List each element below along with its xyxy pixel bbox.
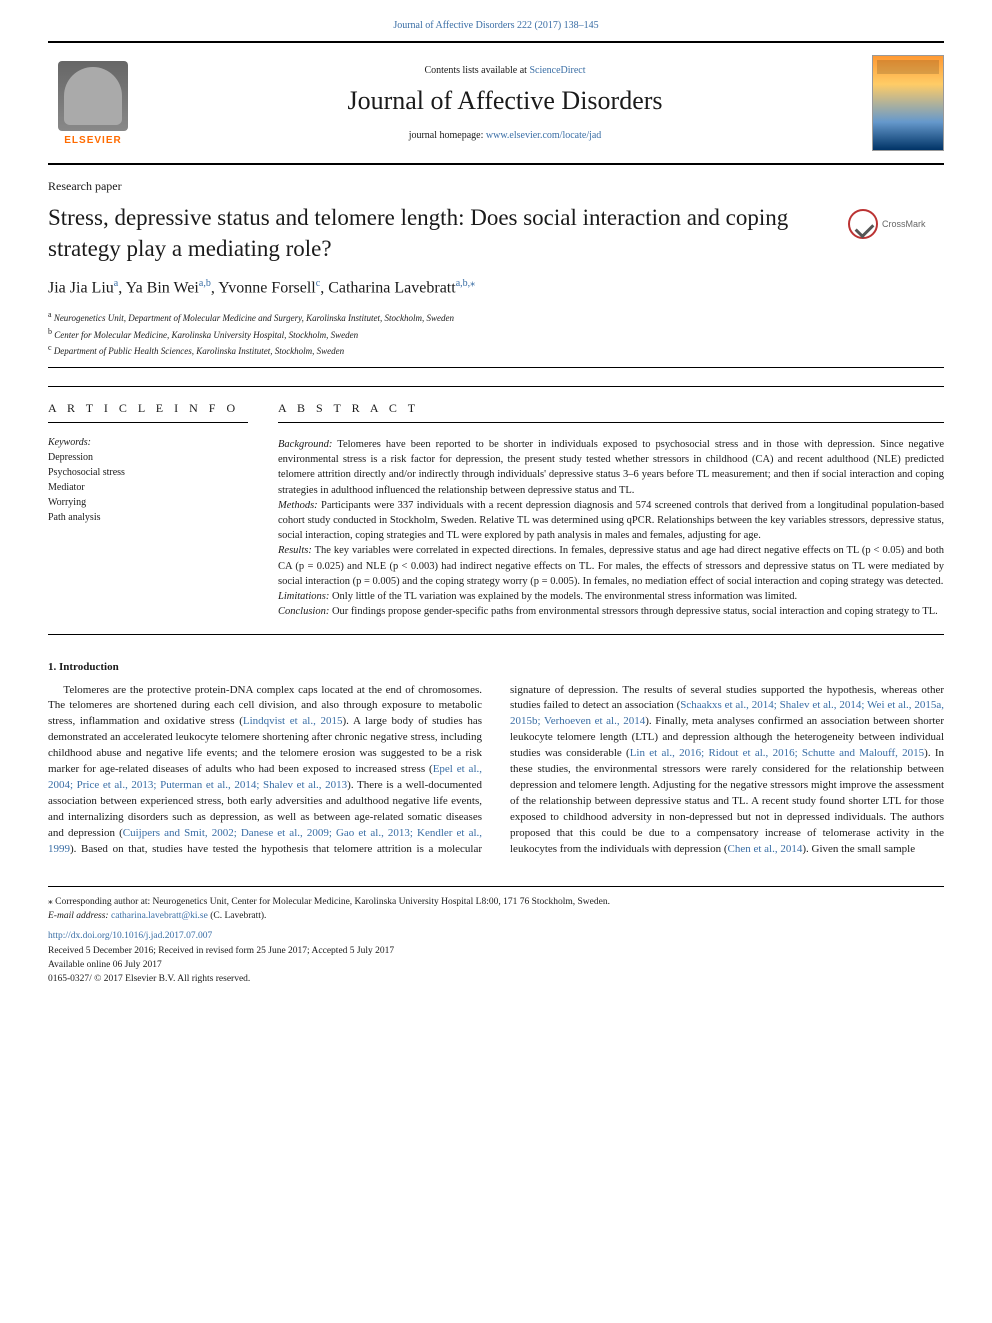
corr-text: Corresponding author at: Neurogenetics U… — [53, 897, 610, 907]
corr-mark: ⁎ — [470, 278, 475, 289]
divider — [48, 367, 944, 368]
abs-background-label: Background: — [278, 439, 332, 450]
abs-conclusion: Our findings propose gender-specific pat… — [329, 606, 937, 617]
header-center: Contents lists available at ScienceDirec… — [138, 65, 872, 141]
email-line: E-mail address: catharina.lavebratt@ki.s… — [48, 909, 944, 923]
author-4-aff: a,b,⁎ — [456, 278, 475, 289]
journal-name: Journal of Affective Disorders — [138, 86, 872, 116]
sciencedirect-link[interactable]: ScienceDirect — [529, 65, 585, 76]
abs-results-label: Results: — [278, 545, 312, 556]
body-paragraph: Telomeres are the protective protein-DNA… — [48, 683, 944, 858]
author-3: , Yvonne Forsell — [211, 279, 316, 296]
keywords-label: Keywords: — [48, 437, 248, 448]
email-label: E-mail address: — [48, 911, 111, 921]
page-header-citation: Journal of Affective Disorders 222 (2017… — [48, 20, 944, 31]
crossmark-label: CrossMark — [882, 219, 926, 229]
paper-title: Stress, depressive status and telomere l… — [48, 202, 848, 264]
body-text: ). Based on that, — [70, 843, 152, 855]
keywords-list: Depression Psychosocial stress Mediator … — [48, 450, 248, 525]
title-row: Stress, depressive status and telomere l… — [48, 202, 944, 264]
crossmark-badge[interactable]: CrossMark — [848, 202, 944, 246]
body-columns: Telomeres are the protective protein-DNA… — [48, 683, 944, 858]
affiliation-b: Center for Molecular Medicine, Karolinsk… — [54, 330, 358, 340]
citation-link[interactable]: Lindqvist et al., 2015 — [243, 715, 343, 727]
elsevier-logo: ELSEVIER — [48, 53, 138, 153]
paper-type: Research paper — [48, 179, 944, 194]
abs-methods-label: Methods: — [278, 500, 318, 511]
author-2-aff: a,b — [199, 278, 211, 289]
author-1: Jia Jia Liu — [48, 279, 114, 296]
author-4: , Catharina Lavebratt — [320, 279, 456, 296]
section-1-heading: 1. Introduction — [48, 661, 944, 673]
affiliation-a: Neurogenetics Unit, Department of Molecu… — [54, 313, 454, 323]
email-suffix: (C. Lavebratt). — [208, 911, 267, 921]
journal-homepage-line: journal homepage: www.elsevier.com/locat… — [138, 130, 872, 141]
abs-results: The key variables were correlated in exp… — [278, 545, 944, 586]
journal-header: ELSEVIER Contents lists available at Sci… — [48, 41, 944, 165]
affiliation-c: Department of Public Health Sciences, Ka… — [54, 346, 344, 356]
abs-conclusion-label: Conclusion: — [278, 606, 329, 617]
email-link[interactable]: catharina.lavebratt@ki.se — [111, 911, 208, 921]
body-text: ). Given the small sample — [802, 843, 915, 855]
info-abstract-row: A R T I C L E I N F O Keywords: Depressi… — [48, 386, 944, 635]
abs-methods: Participants were 337 individuals with a… — [278, 500, 944, 541]
homepage-prefix: journal homepage: — [409, 130, 486, 141]
elsevier-tree-icon — [58, 61, 128, 131]
authors-line: Jia Jia Liua, Ya Bin Weia,b, Yvonne Fors… — [48, 278, 944, 297]
abs-limitations: Only little of the TL variation was expl… — [329, 591, 797, 602]
abstract-heading: A B S T R A C T — [278, 401, 944, 423]
doi-link[interactable]: http://dx.doi.org/10.1016/j.jad.2017.07.… — [48, 929, 944, 943]
abstract-text: Background: Telomeres have been reported… — [278, 437, 944, 620]
received-line: Received 5 December 2016; Received in re… — [48, 944, 944, 958]
contents-available-line: Contents lists available at ScienceDirec… — [138, 65, 872, 76]
available-line: Available online 06 July 2017 — [48, 958, 944, 972]
crossmark-icon — [848, 209, 878, 239]
contents-prefix: Contents lists available at — [424, 65, 529, 76]
footer: ⁎ Corresponding author at: Neurogenetics… — [48, 886, 944, 987]
corresponding-author: ⁎ Corresponding author at: Neurogenetics… — [48, 895, 944, 909]
article-info-col: A R T I C L E I N F O Keywords: Depressi… — [48, 401, 248, 620]
body-text: ). In these studies, the environmental s… — [510, 747, 944, 855]
citation-link[interactable]: Chen et al., 2014 — [728, 843, 803, 855]
author-2: , Ya Bin Wei — [118, 279, 199, 296]
abs-background: Telomeres have been reported to be short… — [278, 439, 944, 496]
affiliations: a Neurogenetics Unit, Department of Mole… — [48, 309, 944, 359]
copyright-line: 0165-0327/ © 2017 Elsevier B.V. All righ… — [48, 972, 944, 986]
elsevier-text: ELSEVIER — [64, 135, 121, 146]
article-info-heading: A R T I C L E I N F O — [48, 401, 248, 423]
citation-link[interactable]: Lin et al., 2016; Ridout et al., 2016; S… — [630, 747, 924, 759]
abs-limitations-label: Limitations: — [278, 591, 329, 602]
journal-cover-thumbnail — [872, 55, 944, 151]
abstract-col: A B S T R A C T Background: Telomeres ha… — [278, 401, 944, 620]
homepage-link[interactable]: www.elsevier.com/locate/jad — [486, 130, 601, 141]
